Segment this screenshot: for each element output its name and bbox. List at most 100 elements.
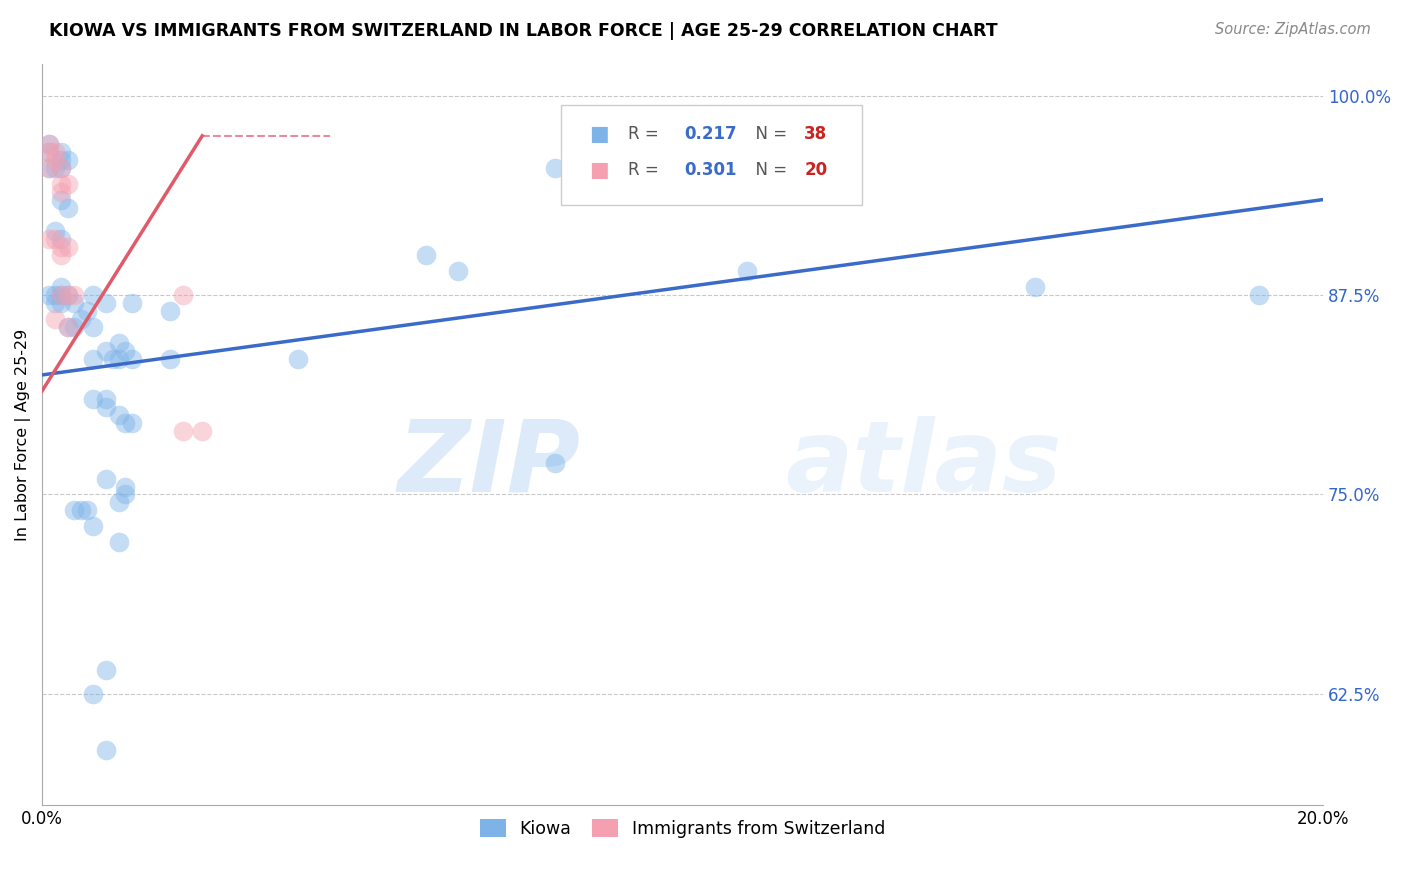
- Point: [172, 424, 194, 438]
- Point: [51, 153, 73, 167]
- Text: atlas: atlas: [785, 416, 1062, 513]
- Point: [38, 161, 60, 175]
- Point: [51, 232, 73, 246]
- Point: [63, 503, 86, 517]
- Point: [121, 351, 143, 366]
- Text: R =: R =: [627, 126, 664, 144]
- Text: 0.301: 0.301: [683, 161, 737, 179]
- Point: [96, 471, 118, 485]
- Point: [82, 519, 104, 533]
- Point: [51, 280, 73, 294]
- Point: [287, 351, 309, 366]
- Point: [108, 351, 131, 366]
- Point: [51, 288, 73, 302]
- Point: [51, 248, 73, 262]
- Point: [51, 185, 73, 199]
- Text: N =: N =: [745, 161, 793, 179]
- Point: [82, 687, 104, 701]
- Point: [51, 145, 73, 159]
- Text: R =: R =: [627, 161, 664, 179]
- Point: [44, 288, 66, 302]
- Point: [96, 392, 118, 406]
- Point: [121, 296, 143, 310]
- Point: [38, 161, 60, 175]
- Point: [56, 201, 79, 215]
- Text: ■: ■: [589, 160, 609, 180]
- Point: [96, 296, 118, 310]
- Point: [108, 495, 131, 509]
- Point: [56, 320, 79, 334]
- Point: [63, 320, 86, 334]
- Point: [96, 344, 118, 359]
- Point: [447, 264, 470, 278]
- Point: [159, 304, 181, 318]
- Point: [76, 304, 98, 318]
- Point: [38, 232, 60, 246]
- Point: [56, 153, 79, 167]
- Point: [51, 240, 73, 254]
- Point: [51, 288, 73, 302]
- Point: [38, 145, 60, 159]
- Point: [114, 416, 136, 430]
- Point: [96, 742, 118, 756]
- Point: [56, 288, 79, 302]
- Point: [44, 153, 66, 167]
- Point: [76, 503, 98, 517]
- Text: KIOWA VS IMMIGRANTS FROM SWITZERLAND IN LABOR FORCE | AGE 25-29 CORRELATION CHAR: KIOWA VS IMMIGRANTS FROM SWITZERLAND IN …: [49, 22, 998, 40]
- Point: [38, 288, 60, 302]
- Point: [51, 161, 73, 175]
- Point: [96, 400, 118, 414]
- Point: [543, 456, 565, 470]
- Point: [38, 145, 60, 159]
- Point: [44, 312, 66, 326]
- Point: [51, 296, 73, 310]
- Text: 20: 20: [804, 161, 828, 179]
- Point: [108, 535, 131, 549]
- Point: [191, 424, 214, 438]
- Point: [640, 145, 662, 159]
- Point: [51, 193, 73, 207]
- Point: [159, 351, 181, 366]
- Point: [82, 320, 104, 334]
- Y-axis label: In Labor Force | Age 25-29: In Labor Force | Age 25-29: [15, 328, 31, 541]
- Point: [38, 136, 60, 151]
- Point: [51, 161, 73, 175]
- Point: [82, 288, 104, 302]
- Text: N =: N =: [745, 126, 793, 144]
- Text: ZIP: ZIP: [396, 416, 581, 513]
- Point: [172, 288, 194, 302]
- Point: [56, 177, 79, 191]
- Point: [63, 296, 86, 310]
- Point: [114, 479, 136, 493]
- Point: [56, 240, 79, 254]
- Point: [44, 296, 66, 310]
- Point: [56, 288, 79, 302]
- Point: [1024, 280, 1046, 294]
- Point: [96, 663, 118, 677]
- Text: Source: ZipAtlas.com: Source: ZipAtlas.com: [1215, 22, 1371, 37]
- Point: [543, 161, 565, 175]
- Point: [56, 320, 79, 334]
- Point: [108, 336, 131, 351]
- Point: [69, 312, 91, 326]
- Point: [63, 288, 86, 302]
- Text: 38: 38: [804, 126, 828, 144]
- Point: [735, 264, 758, 278]
- Point: [82, 392, 104, 406]
- Point: [38, 136, 60, 151]
- Point: [44, 145, 66, 159]
- Text: 0.217: 0.217: [683, 126, 737, 144]
- Point: [44, 232, 66, 246]
- Point: [415, 248, 437, 262]
- Legend: Kiowa, Immigrants from Switzerland: Kiowa, Immigrants from Switzerland: [472, 813, 893, 845]
- Point: [114, 487, 136, 501]
- Point: [51, 177, 73, 191]
- Point: [82, 351, 104, 366]
- Point: [121, 416, 143, 430]
- Point: [101, 351, 124, 366]
- Point: [44, 161, 66, 175]
- Text: ■: ■: [589, 125, 609, 145]
- Point: [108, 408, 131, 422]
- Point: [114, 344, 136, 359]
- Point: [44, 224, 66, 238]
